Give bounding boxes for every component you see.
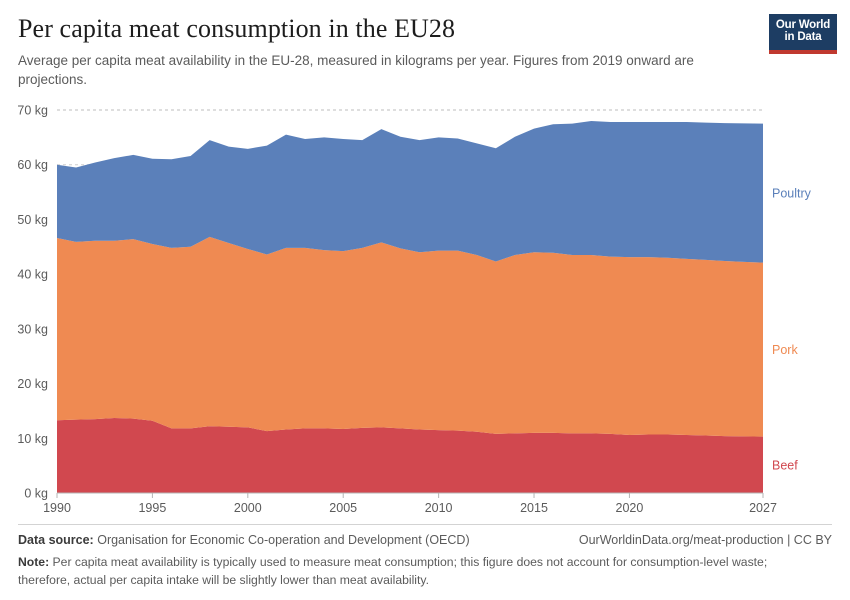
source-row: Data source: Organisation for Economic C… (18, 533, 832, 547)
series-label-beef[interactable]: Beef (772, 458, 798, 472)
y-axis-label-0: 0 kg (24, 487, 48, 501)
series-label-pork[interactable]: Pork (772, 343, 798, 357)
attribution-link[interactable]: OurWorldinData.org/meat-production | CC … (578, 533, 832, 547)
x-axis-label-2020: 2020 (616, 501, 644, 515)
logo-line-2: in Data (784, 31, 822, 43)
y-axis-label-40: 40 kg (17, 268, 48, 282)
y-axis-label-20: 20 kg (17, 377, 48, 391)
data-source-label: Data source: (18, 533, 94, 547)
y-axis-label-70: 70 kg (17, 104, 48, 118)
chart-svg: 0 kg 10 kg 20 kg 30 kg 40 kg 50 kg 60 kg 70 kg B… (17, 104, 812, 516)
owid-logo[interactable]: Our World in Data (769, 14, 837, 54)
y-axis-label-50: 50 kg (17, 213, 48, 227)
note-label: Note: (18, 555, 50, 569)
x-axis-label-2000: 2000 (234, 501, 262, 515)
x-axis-label-1995: 1995 (138, 501, 166, 515)
chart-note: Note: Per capita meat availability is ty… (18, 554, 818, 589)
y-axis-label-10: 10 kg (17, 432, 48, 446)
x-axis-label-2027: 2027 (749, 501, 777, 515)
x-axis-label-2015: 2015 (520, 501, 548, 515)
area-series-poultry[interactable] (57, 120, 763, 263)
page-title: Per capita meat consumption in the EU28 (18, 14, 456, 43)
logo-line-1: Our World (775, 19, 831, 32)
chart-header: Per capita meat consumption in the EU28 … (18, 14, 758, 89)
y-axis-label-30: 30 kg (17, 322, 48, 336)
x-axis-label-2010: 2010 (425, 501, 453, 515)
x-axis-label-1990: 1990 (43, 501, 71, 515)
footer-divider (18, 524, 832, 525)
chart-subtitle: Average per capita meat availability in … (18, 52, 694, 88)
series-label-poultry[interactable]: Poultry (772, 187, 812, 201)
stacked-area-chart: 0 kg 10 kg 20 kg 30 kg 40 kg 50 kg 60 kg 70 kg B… (0, 96, 850, 516)
data-source: Data source: Organisation for Economic C… (18, 533, 470, 547)
y-axis-label-60: 60 kg (17, 158, 48, 172)
area-series-pork[interactable] (57, 236, 763, 437)
area-series-beef[interactable] (57, 418, 763, 493)
data-source-text: Organisation for Economic Co-operation a… (97, 533, 470, 547)
chart-footer: Data source: Organisation for Economic C… (18, 524, 832, 589)
x-axis-label-2005: 2005 (329, 501, 357, 515)
note-text: Per capita meat availability is typicall… (18, 555, 768, 587)
